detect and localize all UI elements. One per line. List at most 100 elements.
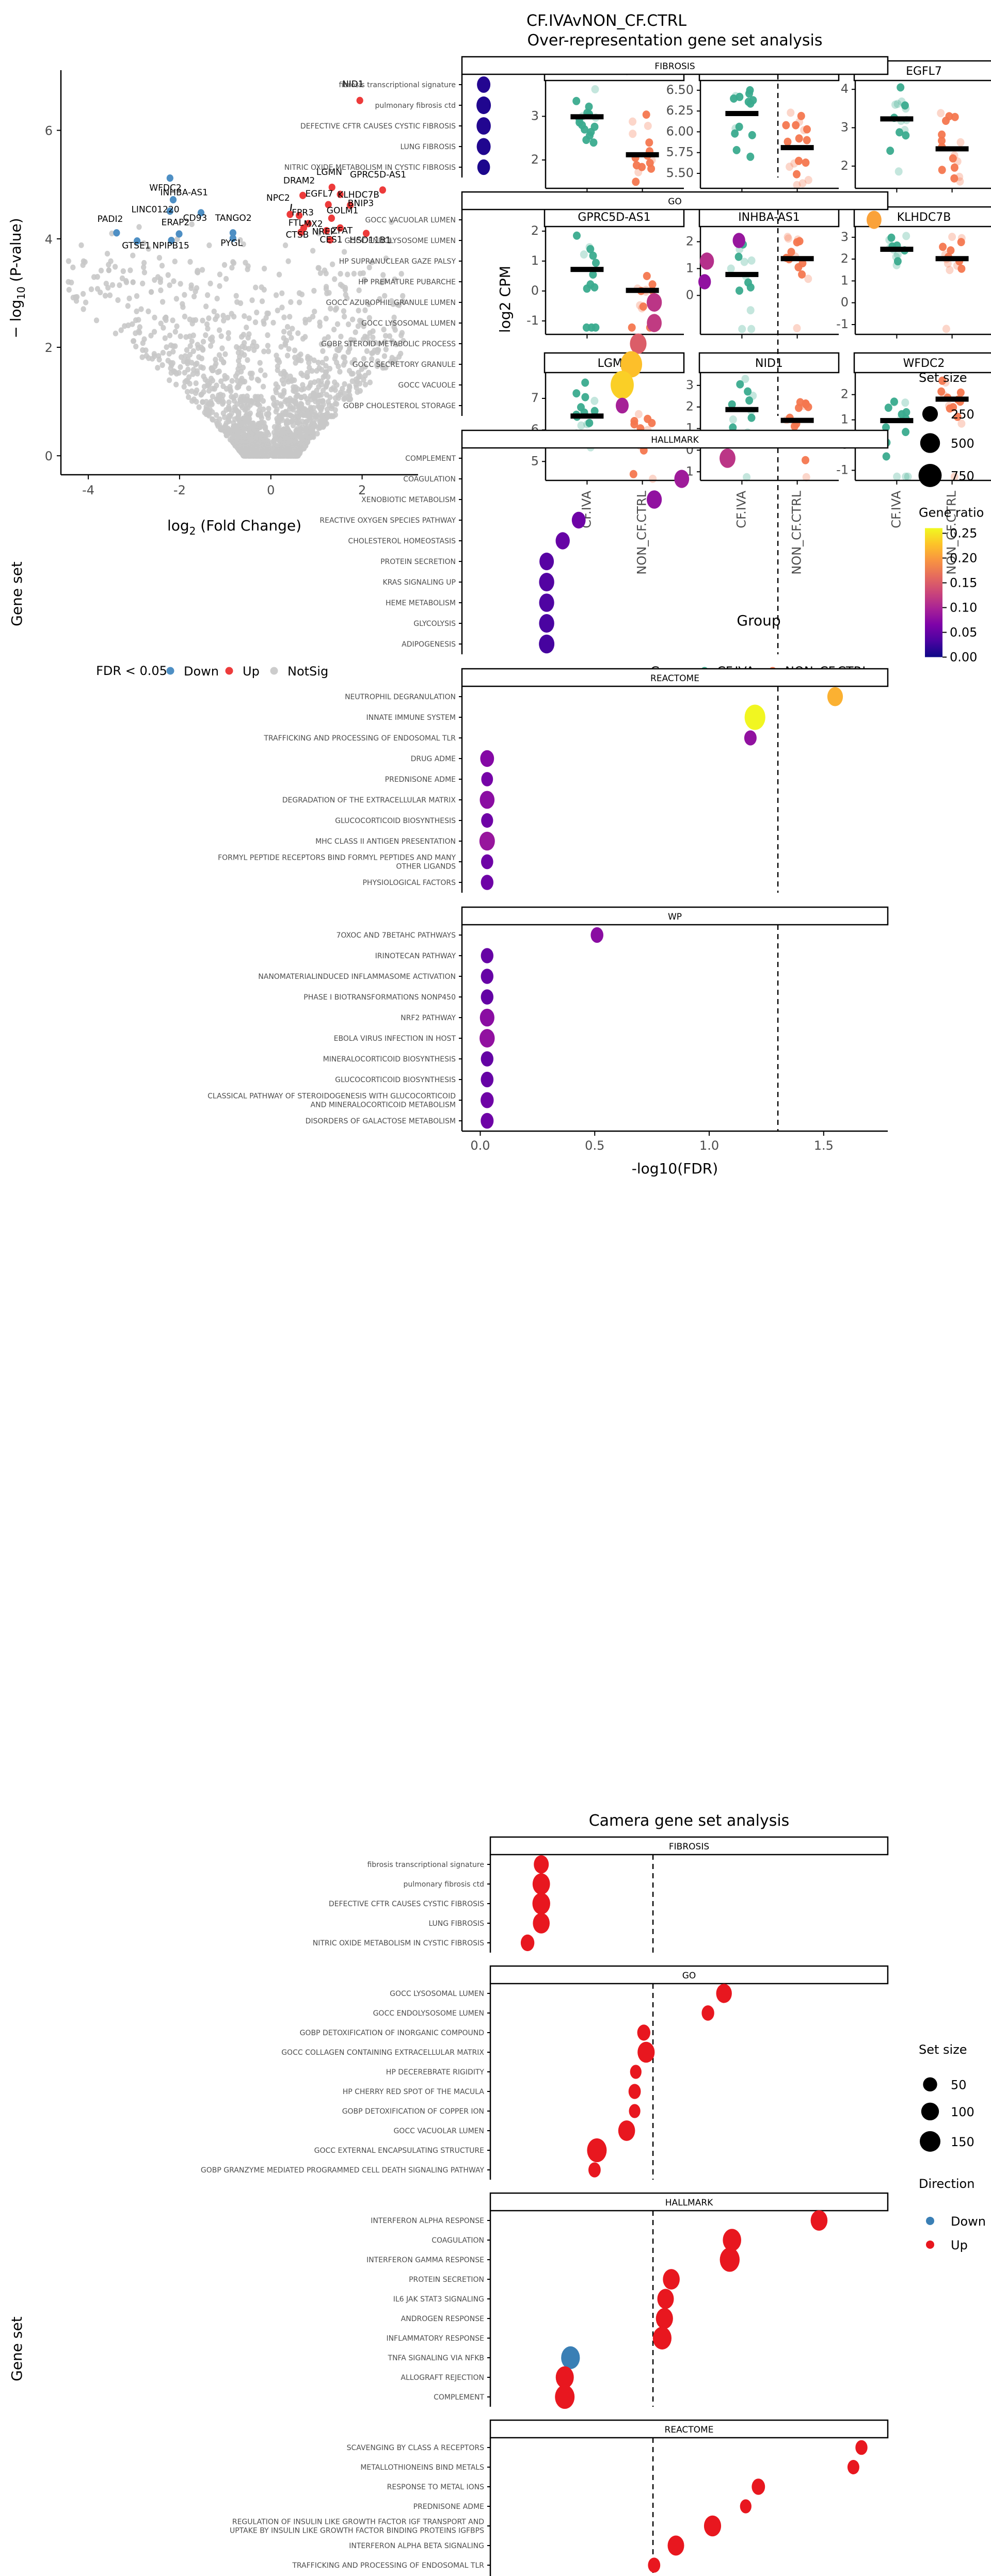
facet-y-tick: 0 (841, 295, 849, 310)
jitter-point (938, 376, 947, 385)
jitter-point (800, 126, 808, 135)
y-axis-label: Gene set (8, 2316, 25, 2381)
jitter-point (902, 472, 910, 481)
volcano-y-tick: 4 (45, 232, 53, 247)
volcano-gene-label: HSD11B1 (349, 235, 391, 246)
dotplot-x-axis: 0.0 0.5 1.0 1.5 -log10(FDR) (462, 1130, 888, 1177)
dotplot-point (656, 2308, 673, 2329)
facet-name-label: HALLMARK (651, 435, 699, 445)
mean-bar (570, 267, 604, 272)
dotplot-point (630, 2065, 642, 2079)
gene-set-label: HEME METABOLISM (386, 599, 456, 607)
jitter-point (736, 286, 743, 295)
jitter-point (885, 235, 893, 244)
gene-set-label: INFLAMMATORY RESPONSE (386, 2335, 484, 2343)
facet-y-tick: 6.50 (666, 83, 694, 97)
jitter-point (580, 250, 588, 259)
dotplot-point (539, 573, 554, 591)
x-tick-label: 0.5 (585, 1138, 604, 1153)
top-panel-svg: NID1 GPRC5D-AS1 LGMN KLHDC7B DRAM2 EGFL7 BNIP3… (7, 12, 991, 679)
volcano-gene-label: FTL (289, 218, 304, 229)
jitter-point (728, 400, 736, 409)
volcano-point (328, 214, 335, 222)
jitter-point (732, 146, 741, 154)
dotplot-point (637, 2041, 655, 2063)
jitter-point (892, 261, 901, 269)
jitter-point (893, 257, 902, 266)
top-composite-panel: NID1 GPRC5D-AS1 LGMN KLHDC7B DRAM2 EGFL7 BNIP3… (0, 0, 991, 691)
dotplot-point (479, 1029, 495, 1048)
volcano-gene-label: INHBA-AS1 (161, 188, 208, 198)
x-axis-label: -log10(FDR) (632, 1160, 718, 1177)
gene-set-label: fibrosis transcriptional signature (339, 81, 456, 89)
direction-legend-label: Up (951, 2238, 968, 2252)
size-legend-label: 750 (951, 469, 974, 483)
gene-set-label: ANDROGEN RESPONSE (401, 2315, 484, 2323)
dotplot-point (588, 2162, 601, 2178)
jitter-point (947, 246, 955, 255)
gene-set-label: GOCC VACUOLE (398, 381, 456, 390)
dotplot-point (629, 2104, 641, 2118)
volcano-point (337, 190, 344, 198)
dotplot-point (533, 1913, 550, 1934)
jitter-point (572, 389, 581, 398)
gene-set-label: PREDNISONE ADME (413, 2503, 484, 2511)
jitter-facet: INHBA-AS1 0 1 2 (686, 206, 840, 339)
jitter-point (590, 283, 599, 292)
gene-set-label: ALLOGRAFT REJECTION (401, 2374, 484, 2382)
volcano-point (346, 201, 354, 209)
jitter-point (902, 428, 910, 437)
facet-y-tick: 2 (841, 251, 849, 266)
gene-set-label: CHOLESTEROL HOMEOSTASIS (348, 537, 456, 545)
jitter-point (893, 250, 902, 259)
facet-y-tick: -1 (526, 313, 539, 328)
jitter-point (798, 270, 806, 279)
color-legend-tick: 0.15 (950, 575, 977, 590)
gene-set-label: GOCC ENDOLYSOSOME LUMEN (345, 237, 456, 245)
gene-set-label: NEUTROPHIL DEGRANULATION (345, 693, 456, 701)
jitter-point (795, 156, 803, 165)
jitter-point (787, 248, 795, 256)
gene-set-label: fibrosis transcriptional signature (367, 1861, 484, 1869)
dotplot-point (571, 511, 586, 529)
jitter-point (941, 378, 950, 387)
jitter-point (746, 152, 755, 161)
jitter-point (748, 131, 756, 139)
jitter-point (782, 121, 790, 130)
jitter-point (948, 233, 956, 241)
direction-legend-swatch-up (926, 2240, 934, 2249)
jitter-point (937, 109, 945, 118)
gene-set-label: DEFECTIVE CFTR CAUSES CYSTIC FIBROSIS (300, 122, 456, 131)
jitter-point (950, 163, 958, 172)
jitter-point (638, 304, 646, 313)
dotplot-point (481, 813, 493, 828)
volcano-y-axis-label: − log10 (P-value) (7, 218, 27, 338)
gene-set-label: PROTEIN SECRETION (409, 2276, 484, 2284)
gene-set-label: GOCC LYSOSOMAL LUMEN (361, 319, 456, 328)
legend-swatch-notsig (270, 667, 278, 675)
jitter-point (784, 137, 792, 146)
facet-strip (461, 429, 889, 449)
volcano-gene-label: LINC01220 (131, 204, 179, 215)
size-legend-label: 50 (951, 2078, 967, 2092)
mean-bar (935, 146, 969, 152)
direction-legend-swatch-down (926, 2216, 934, 2225)
volcano-y-tick: 6 (45, 124, 53, 138)
gene-set-label: REGULATION OF INSULIN LIKE GROWTH FACTOR… (232, 2518, 484, 2526)
volcano-gene-label: TANGO2 (215, 213, 252, 223)
size-legend-swatch (920, 433, 940, 453)
volcano-x-tick: 2 (358, 483, 366, 497)
jitter-point (729, 415, 737, 424)
dotplot-point (657, 2289, 674, 2309)
facet-y-tick: 7 (531, 391, 539, 405)
gene-set-label: NRF2 PATHWAY (401, 1014, 456, 1022)
gene-set-label: GOCC ENDOLYSOSOME LUMEN (373, 2009, 484, 2018)
jitter-point (957, 238, 965, 247)
group-points-cf-iva (730, 86, 757, 161)
dotplot-point (720, 2247, 740, 2272)
jitter-point (804, 403, 812, 411)
jitter-point (630, 420, 638, 429)
volcano-point (229, 234, 236, 242)
jitter-point (746, 306, 755, 315)
